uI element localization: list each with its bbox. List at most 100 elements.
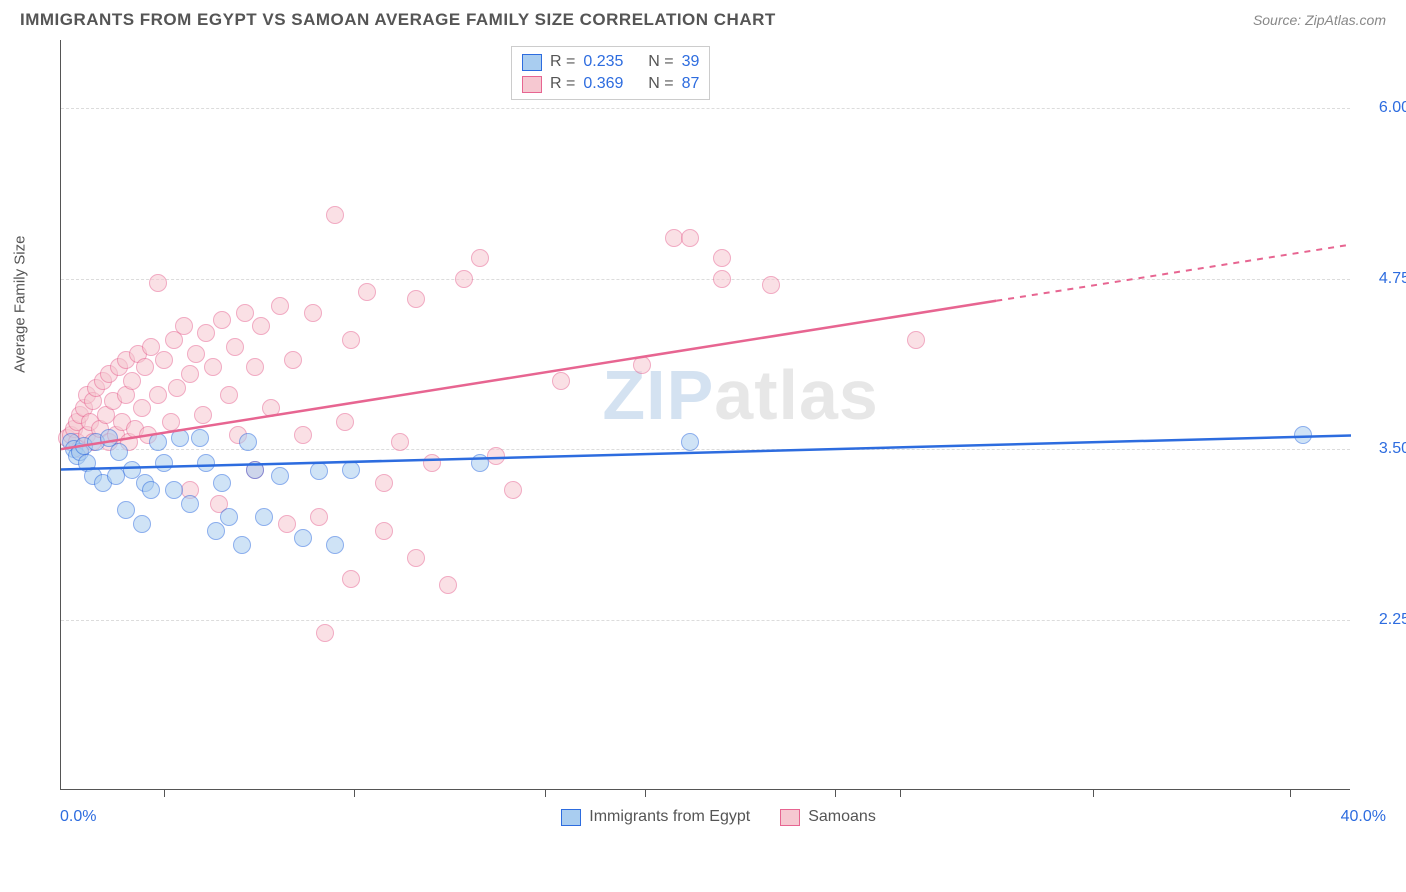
data-point-samoan — [423, 454, 441, 472]
data-point-samoan — [907, 331, 925, 349]
legend-label-samoan: Samoans — [808, 808, 876, 826]
y-tick-label: 2.25 — [1360, 611, 1406, 629]
data-point-egypt — [191, 429, 209, 447]
data-point-samoan — [713, 270, 731, 288]
data-point-samoan — [197, 324, 215, 342]
data-point-samoan — [633, 356, 651, 374]
data-point-samoan — [204, 358, 222, 376]
data-point-egypt — [207, 522, 225, 540]
legend-item-samoan: Samoans — [780, 808, 876, 826]
gridline — [61, 108, 1350, 109]
y-tick-label: 6.00 — [1360, 99, 1406, 117]
swatch-samoan — [522, 76, 542, 93]
data-point-egypt — [271, 467, 289, 485]
data-point-samoan — [304, 304, 322, 322]
data-point-samoan — [342, 570, 360, 588]
data-point-samoan — [187, 345, 205, 363]
data-point-samoan — [278, 515, 296, 533]
data-point-egypt — [310, 462, 328, 480]
data-point-samoan — [552, 372, 570, 390]
data-point-egypt — [681, 433, 699, 451]
watermark-a: ZIP — [602, 356, 714, 434]
x-tick — [164, 789, 165, 797]
x-tick — [354, 789, 355, 797]
data-point-samoan — [455, 270, 473, 288]
data-point-samoan — [168, 379, 186, 397]
data-point-samoan — [155, 351, 173, 369]
x-tick — [835, 789, 836, 797]
data-point-samoan — [181, 365, 199, 383]
data-point-samoan — [149, 386, 167, 404]
x-tick — [545, 789, 546, 797]
watermark-b: atlas — [714, 356, 879, 434]
data-point-samoan — [310, 508, 328, 526]
data-point-samoan — [487, 447, 505, 465]
data-point-samoan — [162, 413, 180, 431]
legend-series: Immigrants from Egypt Samoans — [561, 808, 876, 826]
legend-label-egypt: Immigrants from Egypt — [589, 808, 750, 826]
data-point-samoan — [407, 290, 425, 308]
data-point-samoan — [220, 386, 238, 404]
data-point-egypt — [197, 454, 215, 472]
data-point-samoan — [316, 624, 334, 642]
data-point-samoan — [175, 317, 193, 335]
data-point-egypt — [233, 536, 251, 554]
x-tick — [900, 789, 901, 797]
data-point-samoan — [236, 304, 254, 322]
data-point-egypt — [165, 481, 183, 499]
y-tick-label: 3.50 — [1360, 440, 1406, 458]
data-point-samoan — [326, 206, 344, 224]
data-point-egypt — [342, 461, 360, 479]
data-point-samoan — [284, 351, 302, 369]
data-point-samoan — [252, 317, 270, 335]
n-value-samoan: 87 — [682, 75, 700, 93]
data-point-samoan — [713, 249, 731, 267]
gridline — [61, 449, 1350, 450]
data-point-samoan — [358, 283, 376, 301]
data-point-samoan — [375, 474, 393, 492]
data-point-egypt — [1294, 426, 1312, 444]
data-point-egypt — [155, 454, 173, 472]
data-point-samoan — [504, 481, 522, 499]
y-axis-title: Average Family Size — [12, 236, 29, 373]
data-point-samoan — [336, 413, 354, 431]
data-point-samoan — [391, 433, 409, 451]
plot-area: ZIPatlas R = 0.235 N = 39 R = 0.369 N = … — [60, 40, 1350, 790]
n-label: N = — [648, 75, 673, 93]
y-tick-label: 4.75 — [1360, 270, 1406, 288]
r-label: R = — [550, 75, 575, 93]
data-point-samoan — [136, 358, 154, 376]
swatch-egypt-bottom — [561, 809, 581, 826]
data-point-egypt — [181, 495, 199, 513]
n-value-egypt: 39 — [682, 53, 700, 71]
data-point-egypt — [246, 461, 264, 479]
n-label: N = — [648, 53, 673, 71]
chart-title: IMMIGRANTS FROM EGYPT VS SAMOAN AVERAGE … — [20, 10, 776, 30]
data-point-samoan — [294, 426, 312, 444]
x-max-label: 40.0% — [1341, 808, 1386, 826]
data-point-egypt — [110, 443, 128, 461]
data-point-samoan — [439, 576, 457, 594]
data-point-samoan — [149, 274, 167, 292]
data-point-egypt — [471, 454, 489, 472]
x-min-label: 0.0% — [60, 808, 96, 826]
gridline — [61, 620, 1350, 621]
swatch-samoan-bottom — [780, 809, 800, 826]
r-value-egypt: 0.235 — [583, 53, 623, 71]
legend-row-samoan: R = 0.369 N = 87 — [522, 73, 699, 95]
x-tick — [645, 789, 646, 797]
x-tick — [1093, 789, 1094, 797]
chart-container: Average Family Size ZIPatlas R = 0.235 N… — [60, 40, 1386, 826]
data-point-samoan — [342, 331, 360, 349]
data-point-egypt — [213, 474, 231, 492]
data-point-samoan — [194, 406, 212, 424]
legend-row-egypt: R = 0.235 N = 39 — [522, 51, 699, 73]
data-point-samoan — [262, 399, 280, 417]
data-point-egypt — [117, 501, 135, 519]
data-point-egypt — [133, 515, 151, 533]
data-point-egypt — [149, 433, 167, 451]
legend-stats: R = 0.235 N = 39 R = 0.369 N = 87 — [511, 46, 710, 100]
data-point-egypt — [239, 433, 257, 451]
data-point-samoan — [246, 358, 264, 376]
x-tick — [1290, 789, 1291, 797]
